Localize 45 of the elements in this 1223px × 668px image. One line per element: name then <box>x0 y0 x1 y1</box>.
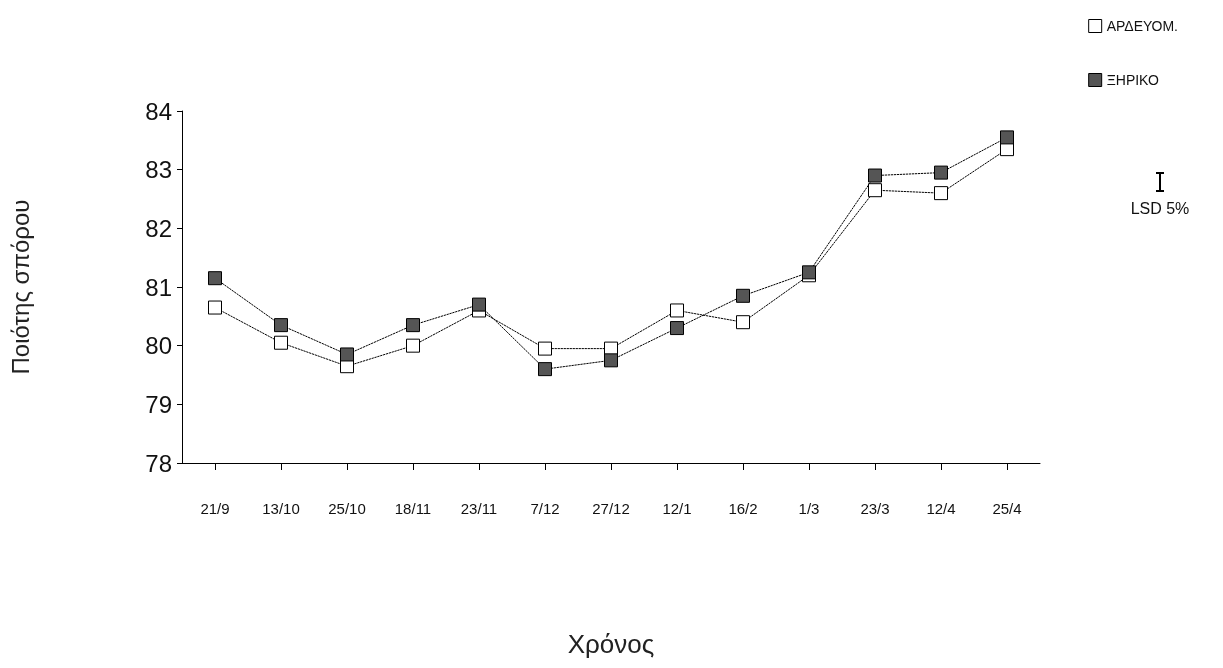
point <box>604 353 618 368</box>
x-tick-label: 23/11 <box>460 500 498 517</box>
point <box>736 288 750 303</box>
y-tick-label: 81 <box>145 273 172 301</box>
x-tick-label: 23/3 <box>860 500 890 517</box>
x-tick-label: 12/1 <box>662 500 692 517</box>
y-axis-title: Ποιότης σπόρου <box>6 199 34 375</box>
point <box>868 168 882 183</box>
y-tick-label: 80 <box>145 332 172 360</box>
y-tick-label: 83 <box>145 156 172 184</box>
point <box>538 362 552 377</box>
x-tick-label: 12/4 <box>926 500 956 517</box>
point <box>934 186 948 201</box>
point <box>472 297 486 312</box>
point <box>1000 130 1014 145</box>
x-tick-label: 16/2 <box>728 500 758 517</box>
point <box>868 183 882 198</box>
point <box>934 165 948 180</box>
point <box>208 271 222 286</box>
x-tick-label: 25/10 <box>328 500 366 517</box>
y-tick-label: 79 <box>145 390 172 418</box>
y-tick-label: 78 <box>145 449 172 477</box>
point <box>274 335 288 350</box>
x-tick-label: 7/12 <box>530 500 560 517</box>
point <box>340 347 354 362</box>
x-tick-label: 27/12 <box>592 500 630 517</box>
point <box>670 303 684 318</box>
x-tick-label: 13/10 <box>262 500 300 517</box>
x-tick-label: 25/4 <box>992 500 1022 517</box>
point <box>406 318 420 333</box>
legend-label: ΑΡΔΕΥΟΜ. <box>1106 18 1179 34</box>
x-tick-label: 1/3 <box>798 500 820 517</box>
point <box>274 318 288 333</box>
x-tick-label: 18/11 <box>394 500 432 517</box>
y-tick-label: 84 <box>145 97 172 125</box>
point <box>736 315 750 330</box>
point <box>538 341 552 356</box>
point <box>406 338 420 353</box>
point <box>208 300 222 315</box>
x-axis-title: Χρόνος <box>567 629 655 659</box>
y-tick-label: 82 <box>145 214 172 242</box>
text: LSD 5% <box>1130 200 1190 218</box>
legend-label: ΞΗΡΙΚΟ <box>1106 72 1160 88</box>
point <box>670 321 684 336</box>
x-tick-label: 21/9 <box>200 500 230 517</box>
